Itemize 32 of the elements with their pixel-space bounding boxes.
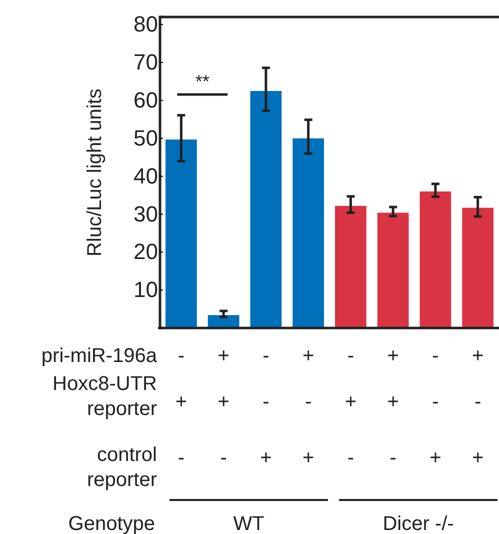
category-label: - - + xyxy=(430,345,442,469)
y-tick-label: 60 xyxy=(134,87,158,112)
category-label: + - + xyxy=(472,345,484,469)
text: Genotype xyxy=(68,513,155,534)
y-tick-label: 40 xyxy=(134,163,158,188)
annotation: ** xyxy=(195,72,210,92)
y-tick-label: 70 xyxy=(134,50,158,75)
text: Dicer -/- xyxy=(382,513,454,534)
bar xyxy=(377,212,409,328)
text: control reporter xyxy=(86,444,158,491)
text: pri-miR-196a xyxy=(41,345,158,367)
bar xyxy=(292,138,324,328)
y-tick-label: 10 xyxy=(134,277,158,302)
bar xyxy=(166,140,197,328)
category-label: + + - xyxy=(218,345,230,469)
bar xyxy=(250,90,282,328)
category-label: - + - xyxy=(175,345,188,469)
text: Hoxc8-UTR reporter xyxy=(52,373,158,420)
bar xyxy=(208,315,240,328)
bar xyxy=(462,208,494,328)
text: WT xyxy=(233,513,264,534)
category-label: - + - xyxy=(344,345,357,469)
y-tick-label: 30 xyxy=(134,201,158,226)
y-tick-label: 80 xyxy=(134,12,158,37)
y-axis-title: Rluc/Luc light units xyxy=(84,88,106,256)
bar xyxy=(420,191,452,328)
category-label: + + - xyxy=(387,345,399,469)
category-label: + - + xyxy=(302,345,314,469)
category-label: - - + xyxy=(260,345,272,469)
bar xyxy=(335,206,366,328)
y-tick-label: 50 xyxy=(134,125,158,150)
y-tick-label: 20 xyxy=(134,239,158,264)
